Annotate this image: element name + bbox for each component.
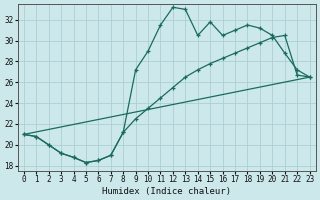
X-axis label: Humidex (Indice chaleur): Humidex (Indice chaleur) — [102, 187, 231, 196]
